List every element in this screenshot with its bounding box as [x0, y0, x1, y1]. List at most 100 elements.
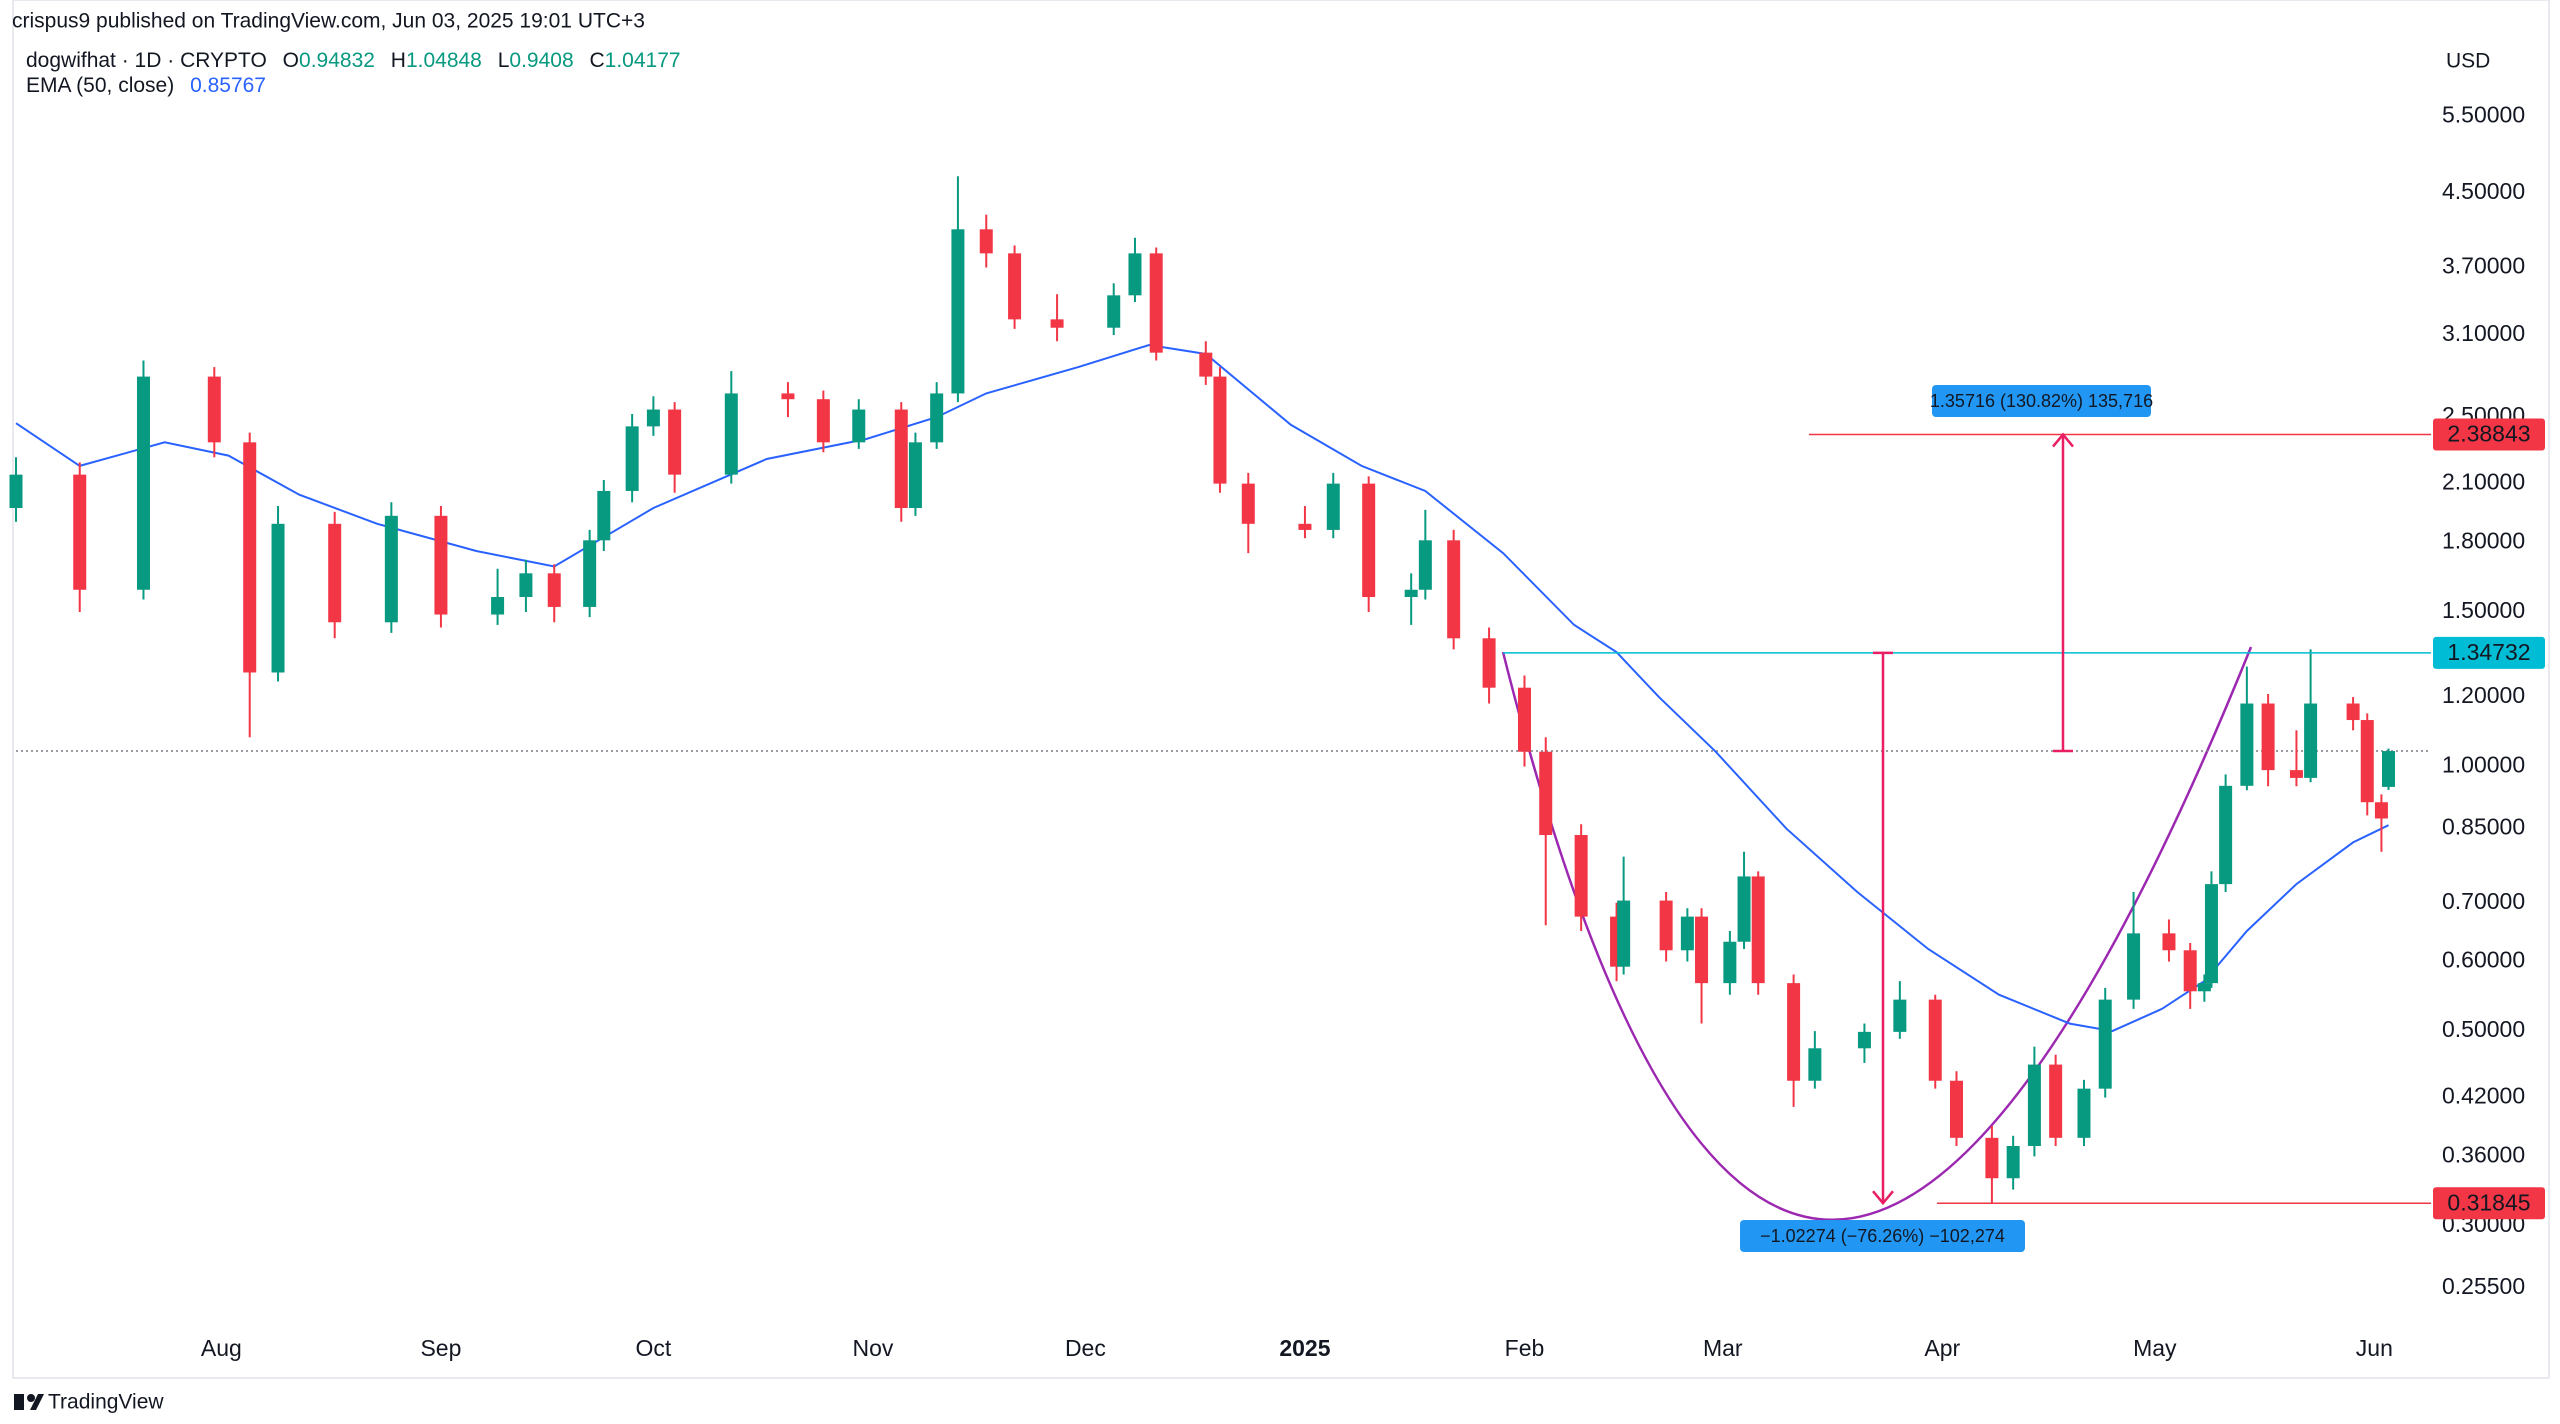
- candle-body: [1298, 523, 1312, 530]
- candle-body: [1751, 876, 1765, 984]
- chart-frame: [12, 0, 2550, 1379]
- price-tag: [2433, 636, 2545, 669]
- candle-body: [1107, 295, 1121, 328]
- price-tag-label: 1.34732: [2447, 639, 2530, 665]
- candle-body: [2027, 1064, 2041, 1146]
- ohlc-key: L: [498, 49, 510, 72]
- candle-body: [583, 540, 597, 607]
- candle-body: [2382, 751, 2396, 787]
- candle-body: [1928, 999, 1942, 1081]
- x-tick-label: Jun: [2356, 1335, 2393, 1361]
- y-tick-label: 1.50000: [2442, 597, 2525, 623]
- candle-body: [1008, 253, 1022, 320]
- ohlc-key: H: [391, 49, 406, 72]
- y-tick-label: 0.42000: [2442, 1083, 2525, 1109]
- logo-shape: [30, 1394, 44, 1410]
- candle-body: [1857, 1031, 1871, 1049]
- measure-label-box: [1932, 385, 2151, 417]
- candle-body: [1326, 483, 1340, 530]
- candle-body: [1447, 540, 1461, 639]
- y-tick-label: 3.70000: [2442, 253, 2525, 279]
- indicator-name: EMA (50, close): [26, 74, 174, 97]
- y-tick-label: 2.10000: [2442, 469, 2525, 495]
- measure-label: 1.35716 (130.82%) 135,716: [1930, 391, 2153, 411]
- candle-body: [1574, 835, 1588, 917]
- candle-body: [1404, 589, 1418, 598]
- candle-body: [73, 474, 87, 590]
- x-tick-label: Dec: [1065, 1335, 1106, 1361]
- candle-body: [1787, 983, 1801, 1081]
- candle-body: [816, 399, 830, 443]
- ohlc-key: O: [283, 49, 299, 72]
- x-tick-label: Apr: [1924, 1335, 1960, 1361]
- x-tick-label: May: [2133, 1335, 2177, 1361]
- candle-body: [2162, 933, 2176, 951]
- x-tick-label: 2025: [1279, 1335, 1330, 1361]
- candle-body: [1128, 253, 1142, 296]
- candle-body: [547, 573, 561, 607]
- y-tick-label: 0.85000: [2442, 814, 2525, 840]
- measure-label-box: [1740, 1220, 2025, 1252]
- candle-body: [136, 376, 150, 590]
- y-tick-label: 0.50000: [2442, 1016, 2525, 1042]
- arrow-head: [2052, 432, 2074, 448]
- brand: TradingView: [48, 1391, 164, 1414]
- candle-body: [328, 523, 342, 623]
- candle-body: [491, 597, 505, 615]
- candle-body: [2261, 703, 2275, 771]
- candle-body: [724, 393, 738, 475]
- cup-curve: [1501, 646, 2253, 1221]
- candle-body: [2289, 770, 2303, 778]
- y-tick-label: 1.00000: [2442, 752, 2525, 778]
- candle-body: [1659, 900, 1673, 951]
- candle-body: [519, 573, 533, 598]
- candle-body: [646, 409, 660, 427]
- candle-body: [2183, 950, 2197, 992]
- currency: USD: [2446, 50, 2490, 73]
- candle-body: [930, 393, 944, 443]
- price-tag: [2433, 418, 2545, 451]
- candle-body: [1737, 876, 1751, 942]
- candle-body: [1695, 916, 1709, 984]
- indicator-value: 0.85767: [190, 74, 266, 97]
- candle-body: [271, 523, 285, 673]
- candle-body: [951, 229, 965, 394]
- candle-body: [1893, 999, 1907, 1032]
- candle-body: [384, 515, 398, 623]
- candle-body: [1723, 941, 1737, 984]
- price-tag-label: 2.38843: [2447, 421, 2530, 447]
- price-tag-label: 0.31845: [2447, 1189, 2530, 1215]
- ohlc-key: C: [589, 49, 604, 72]
- candle-body: [1617, 900, 1631, 967]
- y-tick-label: 5.50000: [2442, 101, 2525, 127]
- candle-body: [1985, 1137, 1999, 1179]
- candle-body: [9, 474, 23, 508]
- x-tick-label: Oct: [635, 1335, 671, 1361]
- candle-body: [908, 442, 922, 508]
- y-tick-label: 0.25500: [2442, 1273, 2525, 1299]
- indicator-line: EMA (50, close) 0.85767: [26, 74, 266, 97]
- candle-body: [2346, 703, 2360, 721]
- candle-body: [1149, 253, 1163, 353]
- ohlc-value: 1.04177: [605, 49, 681, 72]
- candle-body: [852, 409, 866, 443]
- symbol: dogwifhat · 1D · CRYPTO: [26, 49, 267, 72]
- ohlc-value: 1.04848: [406, 49, 482, 72]
- candle-body: [1213, 376, 1227, 484]
- arrow-head: [1872, 1190, 1894, 1206]
- candle-body: [979, 229, 993, 254]
- y-tick-label: 1.20000: [2442, 682, 2525, 708]
- symbol-line: dogwifhat · 1D · CRYPTO O0.94832 H1.0484…: [26, 49, 681, 72]
- candle-body: [1517, 687, 1531, 752]
- logo-shape: [14, 1394, 24, 1410]
- x-tick-label: Nov: [852, 1335, 893, 1361]
- candle-body: [2219, 785, 2233, 885]
- candle-body: [1808, 1048, 1822, 1081]
- x-tick-label: Sep: [420, 1335, 461, 1361]
- logo-shape: [27, 1394, 35, 1402]
- y-tick-label: 0.60000: [2442, 947, 2525, 973]
- candle-body: [2006, 1145, 2020, 1179]
- candle-body: [1241, 483, 1255, 524]
- candle-body: [207, 376, 221, 443]
- publisher-note: crispus9 published on TradingView.com, J…: [12, 10, 645, 33]
